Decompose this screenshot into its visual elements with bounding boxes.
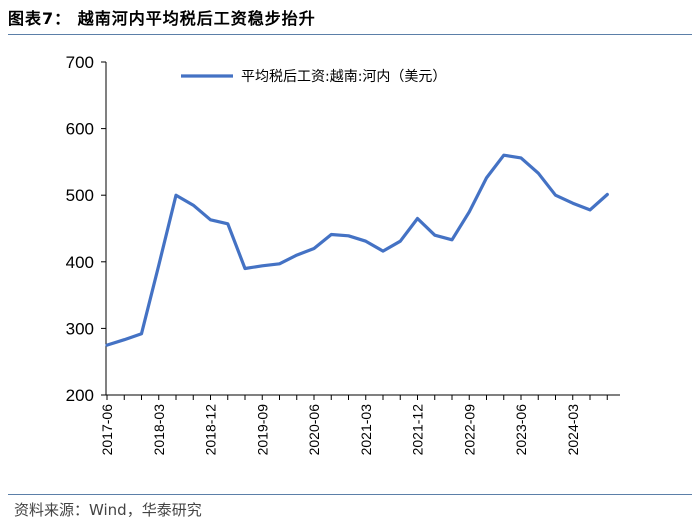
x-tick-label: 2023-06 [513,404,529,456]
x-tick-label: 2022-09 [461,404,477,456]
y-tick-label: 400 [66,253,94,272]
y-tick-label: 200 [66,386,94,405]
x-tick-label: 2018-03 [151,404,167,456]
y-tick-label: 500 [66,186,94,205]
y-tick-label: 300 [66,319,94,338]
source-note: 资料来源：Wind，华泰研究 [14,501,202,519]
x-tick-label: 2019-09 [254,404,270,456]
x-tick-label: 2020-06 [306,404,322,456]
y-tick-label: 700 [66,53,94,72]
x-tick-label: 2017-06 [99,404,115,456]
title-rule [8,34,692,35]
y-tick-label: 600 [66,120,94,139]
x-tick-label: 2021-03 [358,404,374,456]
legend-label: 平均税后工资:越南:河内（美元） [241,69,446,85]
x-tick-label: 2018-12 [203,404,219,456]
series-line [105,153,609,347]
x-tick-label: 2024-03 [565,404,581,456]
x-tick-label: 2021-12 [410,404,426,456]
footer-rule [8,494,692,495]
figure-title: 图表7： 越南河内平均税后工资稳步抬升 [8,9,316,28]
